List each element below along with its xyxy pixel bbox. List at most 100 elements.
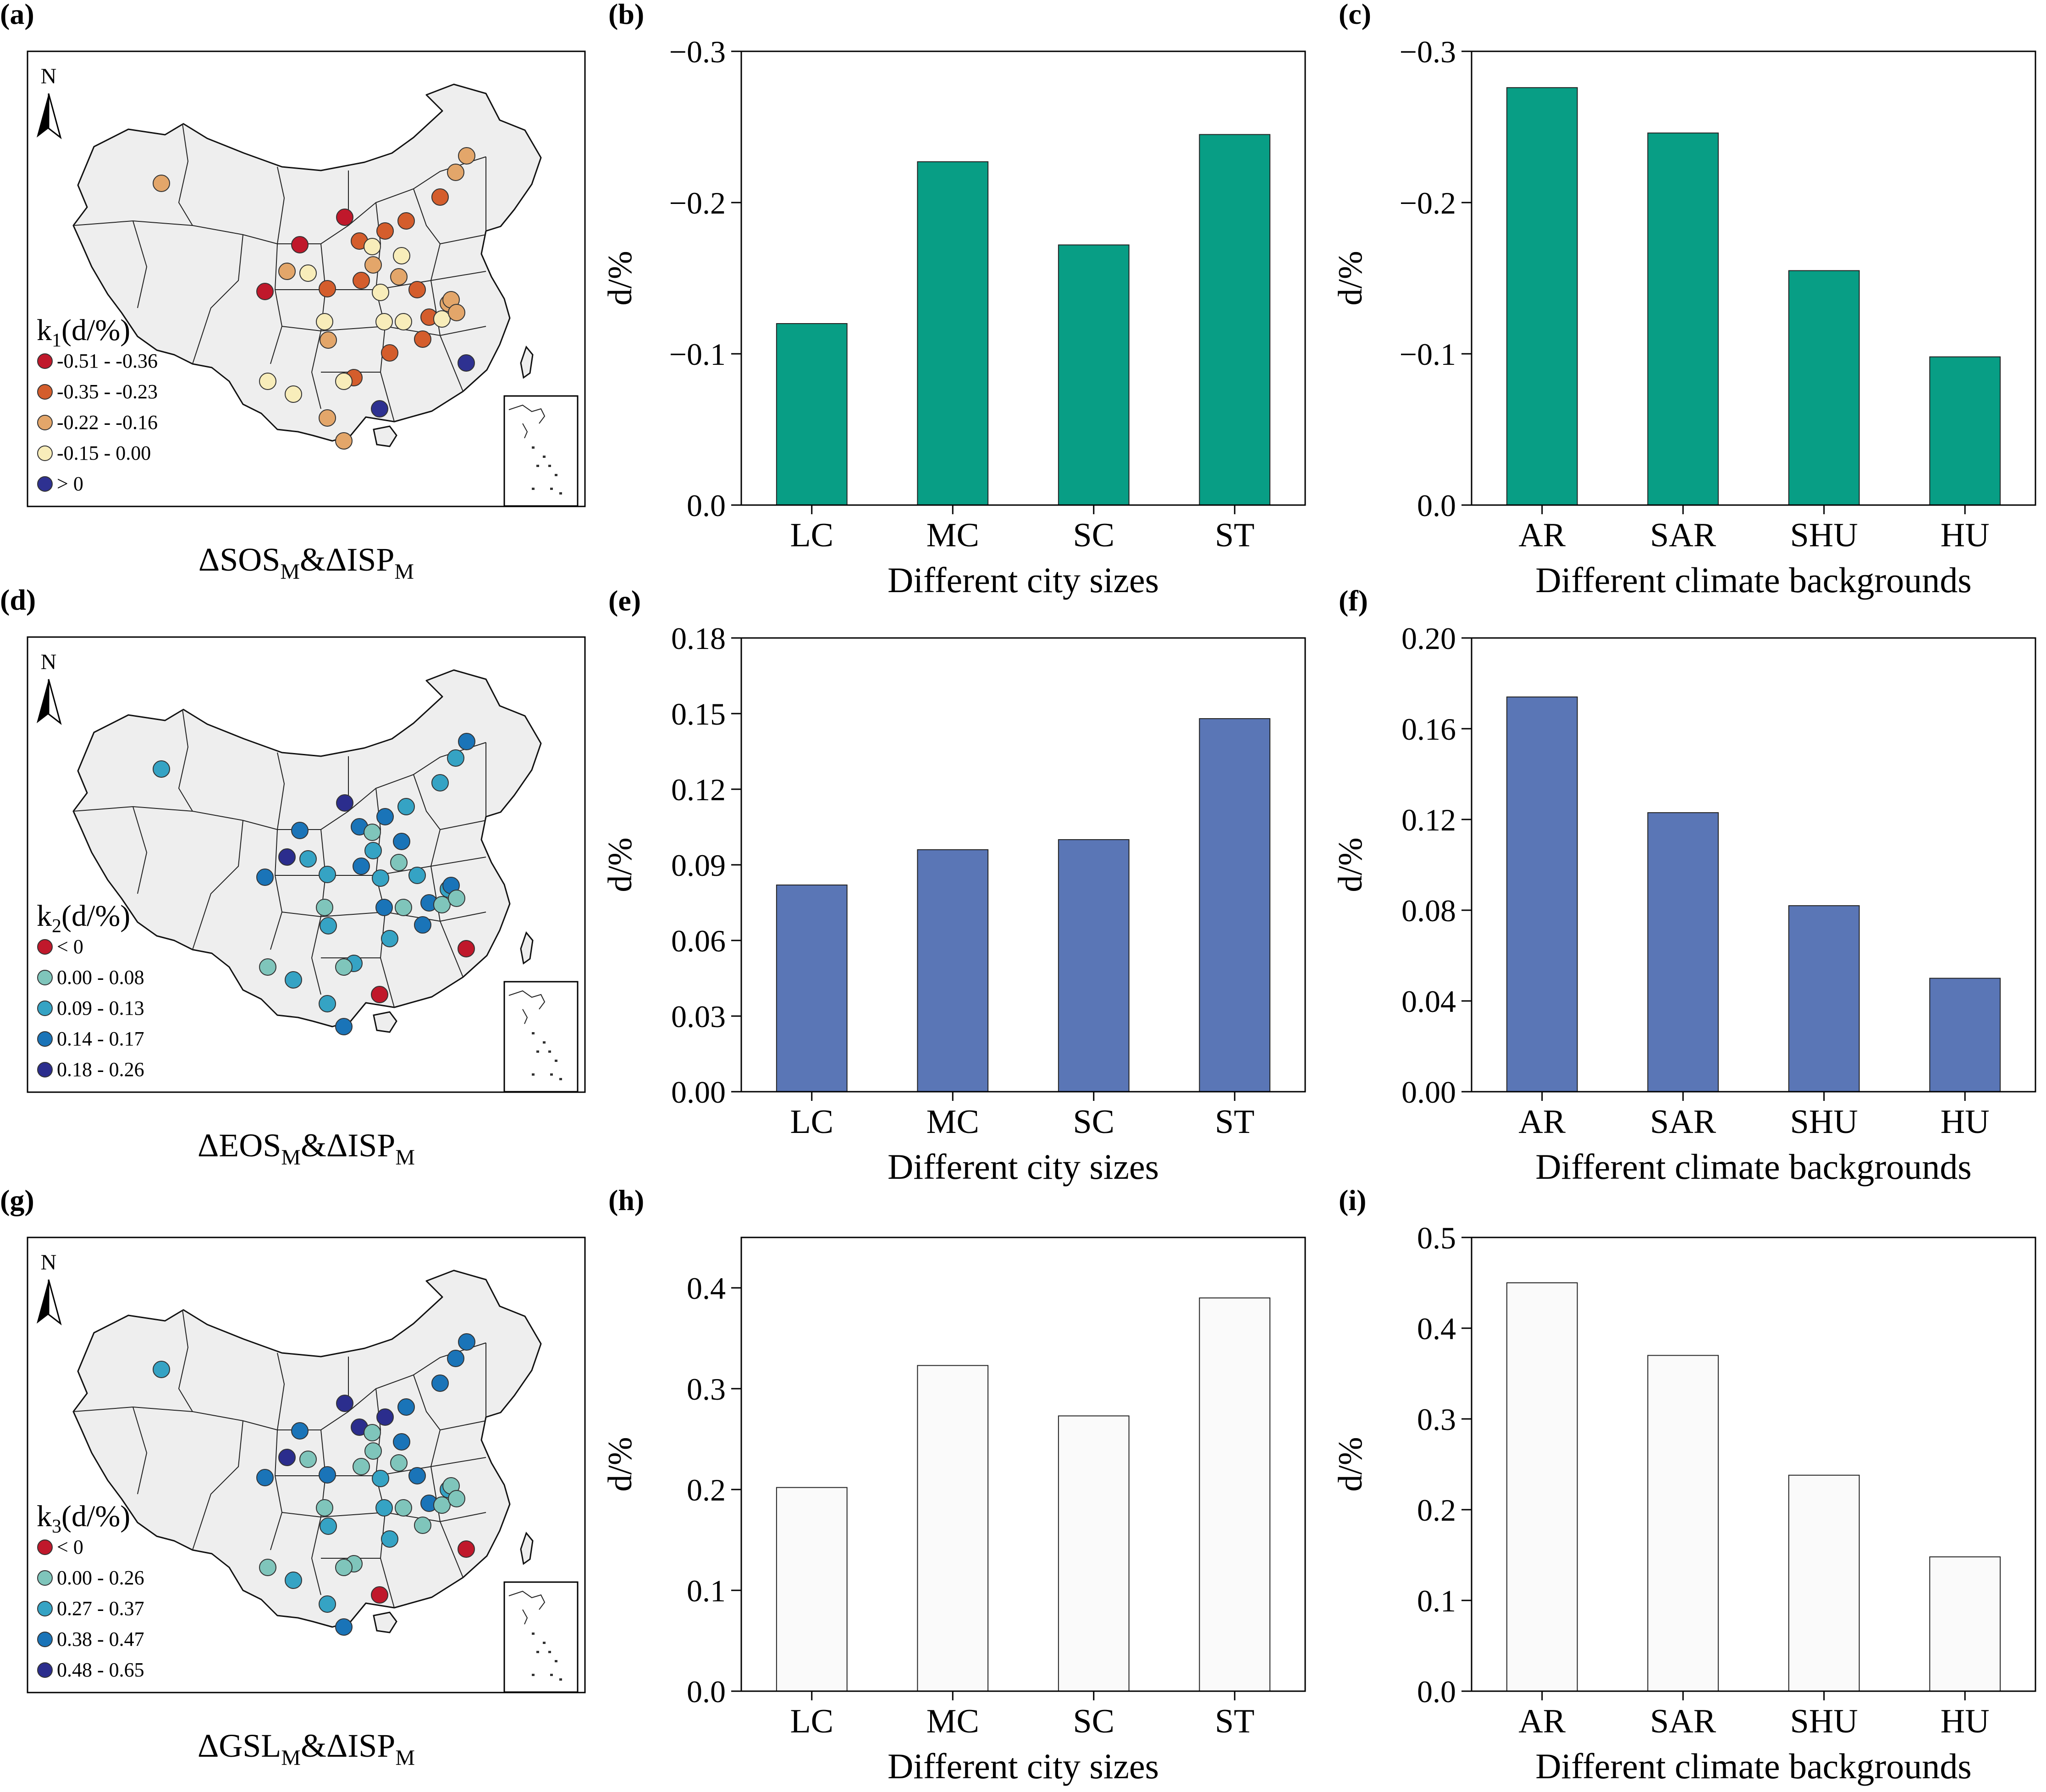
province-border	[178, 123, 278, 244]
y-tick-label: 0.00	[1401, 1075, 1456, 1110]
map-title: ΔEOSM&ΔISPM	[198, 1127, 415, 1170]
north-arrow-icon	[48, 1279, 62, 1325]
inset-island	[532, 1633, 535, 1635]
bar	[1058, 839, 1130, 1092]
legend-item-label: 0.09 - 0.13	[57, 997, 144, 1019]
city-point	[458, 1540, 475, 1558]
bar	[1929, 356, 2001, 506]
bar	[917, 1365, 989, 1692]
map-title-main: ΔGSL	[198, 1727, 281, 1764]
inset-frame	[503, 981, 579, 1093]
legend-swatch	[37, 1570, 53, 1586]
city-point	[372, 869, 389, 887]
plot-frame	[740, 1237, 1306, 1692]
y-tick-label: 0.5	[1417, 1220, 1456, 1255]
inset-island	[543, 1041, 546, 1044]
legend-title-unit: (d/%)	[61, 313, 130, 347]
province-border	[178, 709, 278, 830]
y-axis-label: d/%	[601, 251, 639, 305]
city-point	[259, 373, 276, 390]
city-point	[397, 212, 415, 230]
bar	[776, 323, 848, 506]
y-axis-label: d/%	[1332, 1437, 1369, 1491]
city-point	[259, 1559, 276, 1576]
map-panel-2: (d) Nk2(d/%)< 0 0.00 - 0.08 0.09 - 0.13 0.14…	[0, 583, 586, 1170]
x-tick-label: SAR	[1650, 1703, 1716, 1740]
bar	[1647, 812, 1719, 1092]
city-point	[319, 280, 336, 297]
legend-title-sub: 1	[52, 330, 61, 351]
x-tick-label: SHU	[1790, 1103, 1858, 1141]
map-title-sub: M	[280, 560, 300, 584]
plot-frame	[740, 637, 1306, 1093]
city-point	[414, 916, 431, 934]
city-point	[319, 409, 336, 427]
x-tick-label: SC	[1073, 517, 1114, 554]
province-border	[413, 188, 463, 392]
city-point	[381, 1530, 398, 1548]
city-point	[256, 869, 274, 886]
inset-coast	[508, 990, 546, 1010]
city-point	[256, 283, 274, 300]
x-tick-label: ST	[1215, 517, 1254, 554]
city-point	[414, 1517, 431, 1534]
legend-swatch	[37, 970, 53, 985]
panel-label: (c)	[1339, 0, 1371, 30]
legend-swatch	[37, 1662, 53, 1678]
city-point	[256, 1469, 274, 1486]
legend-swatch	[37, 445, 53, 461]
y-tick-label: −0.3	[1400, 34, 1456, 69]
legend-swatch	[37, 939, 53, 955]
city-point	[364, 842, 382, 859]
map-title-sub: M	[281, 1145, 301, 1170]
inset-island	[536, 465, 539, 467]
province-border	[413, 1374, 463, 1578]
city-point	[336, 209, 353, 226]
city-point	[353, 272, 370, 289]
map-panel-1: (a)Nk1(d/%)-0.51 - -0.36-0.35 - -0.23-0.…	[0, 0, 586, 584]
inset-island	[543, 456, 546, 458]
province-border	[132, 806, 148, 894]
legend-item-label: 0.27 - 0.37	[57, 1597, 144, 1620]
city-point	[458, 354, 475, 372]
legend-item-label: < 0	[57, 935, 83, 958]
inset-island	[532, 1674, 535, 1676]
city-point	[335, 1559, 353, 1576]
legend-swatch	[37, 476, 53, 492]
map-body: N	[37, 650, 579, 1093]
city-point	[408, 1467, 426, 1484]
city-point	[458, 733, 475, 750]
y-tick-label: 0.3	[1417, 1402, 1456, 1437]
x-axis-label: Different city sizes	[888, 560, 1159, 600]
panel-label: (e)	[608, 584, 641, 617]
city-point	[316, 1499, 333, 1517]
y-tick-label: 0.16	[1401, 712, 1456, 747]
y-tick-label: 0.2	[1417, 1493, 1456, 1528]
north-label: N	[41, 650, 57, 674]
city-point	[431, 774, 449, 792]
legend-item-label: -0.51 - -0.36	[57, 350, 158, 372]
y-tick-label: 0.06	[671, 923, 726, 958]
y-axis-label: d/%	[601, 837, 639, 892]
city-point	[395, 1499, 412, 1517]
inset-island	[559, 492, 562, 495]
legend-swatch	[37, 1539, 53, 1555]
x-tick-label: SHU	[1790, 1703, 1858, 1740]
city-point	[153, 1361, 170, 1378]
city-point	[397, 1398, 415, 1416]
bar	[1506, 1282, 1578, 1692]
map-title-sub: M	[281, 1746, 301, 1770]
province-border	[270, 1352, 285, 1550]
y-tick-label: −0.3	[669, 34, 726, 69]
north-label: N	[41, 1250, 57, 1275]
city-point	[364, 1424, 381, 1441]
inset-frame	[503, 1581, 579, 1693]
inset-map	[503, 981, 579, 1093]
bar-chart-e: (e) 0.00 0.03 0.06 0.09 0.12 0.15 0.18 LC MC SC ST D…	[601, 584, 1306, 1187]
legend-item-label: 0.00 - 0.26	[57, 1567, 144, 1589]
city-point	[364, 238, 381, 255]
bar	[1929, 978, 2001, 1092]
city-point	[319, 1466, 336, 1484]
city-point	[319, 866, 336, 883]
city-point	[458, 1333, 475, 1351]
